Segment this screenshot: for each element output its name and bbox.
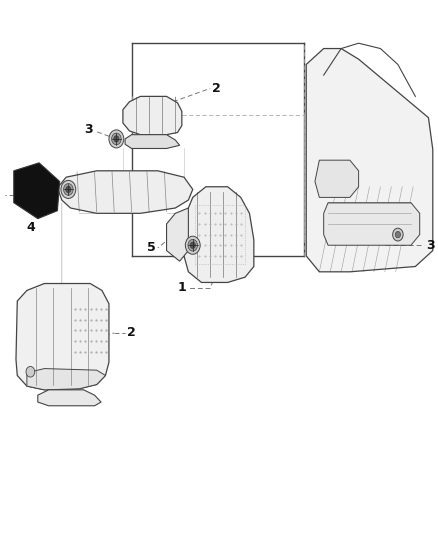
Circle shape xyxy=(114,136,119,142)
Text: 2: 2 xyxy=(212,82,221,95)
Text: 3: 3 xyxy=(426,239,435,252)
Text: 5: 5 xyxy=(147,241,155,254)
Text: 4: 4 xyxy=(27,221,35,235)
Text: 3: 3 xyxy=(40,176,49,189)
Polygon shape xyxy=(16,284,109,390)
Polygon shape xyxy=(27,368,106,390)
Bar xyxy=(195,205,245,264)
Polygon shape xyxy=(125,135,180,149)
Circle shape xyxy=(61,180,76,198)
Text: 2: 2 xyxy=(127,326,136,340)
Circle shape xyxy=(395,231,400,238)
Circle shape xyxy=(188,239,198,251)
Text: 3: 3 xyxy=(221,244,230,257)
Polygon shape xyxy=(14,163,60,219)
Polygon shape xyxy=(324,203,420,245)
Text: 1: 1 xyxy=(177,281,186,294)
Circle shape xyxy=(64,183,73,195)
Polygon shape xyxy=(123,96,182,135)
Circle shape xyxy=(109,130,124,148)
Polygon shape xyxy=(38,390,101,406)
Circle shape xyxy=(185,236,200,254)
Polygon shape xyxy=(57,171,193,213)
Circle shape xyxy=(66,186,71,192)
Polygon shape xyxy=(306,49,433,272)
Circle shape xyxy=(112,133,121,145)
Polygon shape xyxy=(184,187,254,282)
Polygon shape xyxy=(166,208,188,261)
Polygon shape xyxy=(315,160,359,197)
Circle shape xyxy=(190,242,195,248)
Text: 3: 3 xyxy=(84,123,92,136)
Circle shape xyxy=(26,367,35,377)
Circle shape xyxy=(392,228,403,241)
